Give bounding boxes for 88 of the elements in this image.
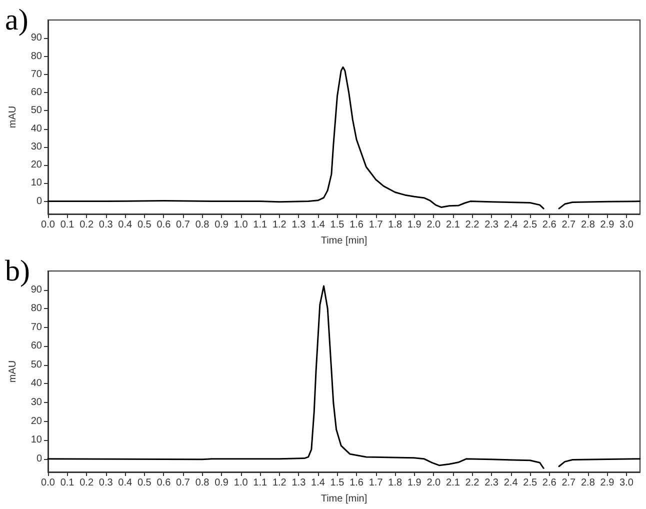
y-tick-label: 80 [30,303,42,314]
chart-title: b) [5,254,30,288]
x-tick-label: 1.7 [368,220,384,230]
x-tick-label: 0.9 [214,478,229,488]
y-tick-label: 30 [30,141,42,152]
y-tick-label: 50 [30,105,42,116]
x-tick-label: 2.3 [484,478,499,488]
x-tick-label: 2.1 [446,478,460,488]
x-tick-label: 2.6 [542,478,557,488]
x-tick-label: 0.2 [80,220,94,230]
x-tick-label: 2.6 [542,220,557,230]
x-tick-label: 1.4 [311,478,326,488]
y-tick-label: 40 [30,123,42,134]
x-tick-label: 0.0 [41,478,56,488]
x-tick-label: 0.4 [118,220,133,230]
x-tick-label: 1.5 [330,220,345,230]
y-tick-label: 20 [30,160,42,171]
x-tick-label: 0.4 [118,478,133,488]
y-tick-label: 40 [30,378,42,390]
x-tick-label: 2.5 [523,220,538,230]
x-tick-label: 0.6 [156,220,172,230]
x-tick-label: 2.4 [504,220,518,230]
x-tick-label: 1.2 [272,478,287,488]
x-tick-label: 1.9 [407,220,422,230]
y-tick-label: 60 [30,87,42,98]
x-tick-label: 2.2 [465,478,480,488]
x-tick-label: 3.0 [620,220,634,230]
x-tick-label: 0.6 [156,478,172,488]
x-tick-label: 1.3 [292,220,306,230]
y-tick-label: 30 [30,396,42,408]
y-tick-label: 50 [30,359,42,370]
y-axis-title: mAU [8,360,18,383]
x-tick-label: 2.3 [484,220,499,230]
x-tick-label: 0.8 [195,220,210,230]
x-tick-label: 1.4 [311,220,326,230]
x-tick-label: 0.0 [41,220,56,230]
x-tick-label: 1.1 [253,220,268,230]
x-tick-label: 2.2 [465,220,480,230]
x-tick-label: 0.9 [214,220,229,230]
y-axis-title: mAU [8,106,18,128]
x-axis-title: Time [min] [320,494,368,504]
y-tick-label: 0 [36,196,42,207]
x-tick-label: 1.0 [234,478,248,488]
x-tick-label: 2.4 [504,478,518,488]
x-tick-label: 2.1 [446,220,460,230]
x-tick-label: 1.5 [330,478,345,488]
x-tick-label: 1.2 [272,220,287,230]
chart-title: a) [5,4,28,36]
x-tick-label: 0.3 [98,478,114,488]
x-tick-label: 0.5 [137,478,152,488]
x-tick-label: 0.7 [176,478,190,488]
y-tick-label: 10 [30,178,42,189]
x-tick-label: 2.8 [580,220,596,230]
y-tick-label: 70 [30,322,42,333]
x-tick-label: 2.5 [523,478,538,488]
y-tick-label: 90 [30,32,42,44]
x-tick-label: 1.1 [253,478,268,488]
x-tick-label: 1.8 [388,478,402,488]
x-tick-label: 3.0 [620,478,634,488]
x-tick-label: 2.7 [562,220,576,230]
x-tick-label: 0.5 [137,220,152,230]
x-tick-label: 2.8 [580,478,596,488]
x-tick-label: 1.6 [350,478,364,488]
x-tick-label: 0.8 [195,478,210,488]
x-tick-label: 1.6 [350,220,364,230]
x-tick-label: 2.0 [426,478,442,488]
y-tick-label: 80 [30,50,42,62]
x-tick-label: 2.9 [600,478,615,488]
x-tick-label: 2.7 [562,478,576,488]
x-tick-label: 1.9 [407,478,422,488]
x-tick-label: 0.3 [98,220,114,230]
x-tick-label: 1.3 [292,478,306,488]
y-tick-label: 20 [30,416,42,427]
y-tick-label: 70 [30,68,42,80]
x-tick-label: 1.7 [368,478,384,488]
x-tick-label: 0.1 [60,478,75,488]
y-tick-label: 90 [30,284,42,296]
y-tick-label: 60 [30,340,42,352]
x-tick-label: 2.0 [426,220,442,230]
x-axis-title: Time [min] [320,236,368,246]
x-tick-label: 0.2 [80,478,94,488]
x-tick-label: 1.0 [234,220,248,230]
x-tick-label: 1.8 [388,220,402,230]
y-tick-label: 10 [30,434,42,446]
x-tick-label: 0.7 [176,220,190,230]
x-tick-label: 2.9 [600,220,615,230]
y-tick-label: 0 [36,453,42,464]
x-tick-label: 0.1 [60,220,75,230]
